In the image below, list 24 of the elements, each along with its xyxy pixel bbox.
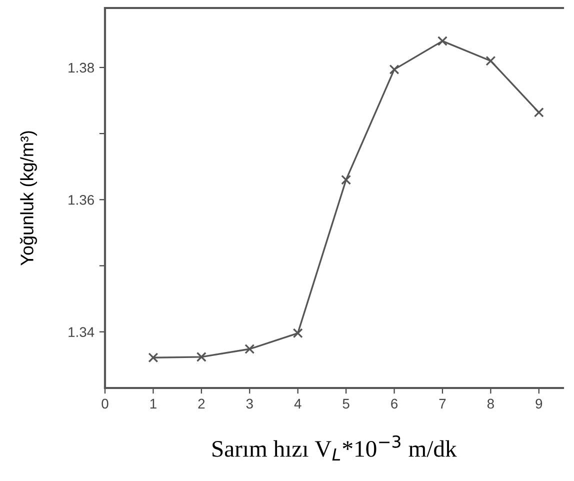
point: [148, 352, 158, 363]
point: [389, 64, 400, 74]
x-tick-label: 3: [246, 398, 253, 409]
point: [534, 107, 544, 118]
x-tick-label: 4: [294, 398, 302, 408]
x-tick-label: 0: [102, 398, 108, 409]
x-tick-label: 6: [391, 398, 398, 409]
x-axis-title: Sarım hızı V$_{L}$*10$^{−3}$ m/dk: [212, 435, 457, 461]
x-tick-label: 1: [150, 398, 156, 408]
point: [486, 56, 496, 66]
y-tick-label: 1.36: [68, 194, 94, 205]
y-tick-label: 1.34: [68, 327, 94, 337]
y-tick-label: 1.38: [68, 62, 94, 73]
x-tick-label: 7: [439, 398, 446, 408]
point: [341, 174, 352, 185]
point: [244, 344, 255, 354]
x-tick-label: 2: [198, 398, 205, 408]
point: [292, 328, 303, 338]
point: [437, 36, 448, 46]
x-tick-label: 5: [342, 398, 350, 409]
x-tick-label: 9: [536, 398, 542, 409]
y-axis-title: Yoğunluk (kg/m³): [20, 131, 37, 266]
point: [196, 352, 206, 362]
x-tick-label: 8: [487, 398, 494, 409]
